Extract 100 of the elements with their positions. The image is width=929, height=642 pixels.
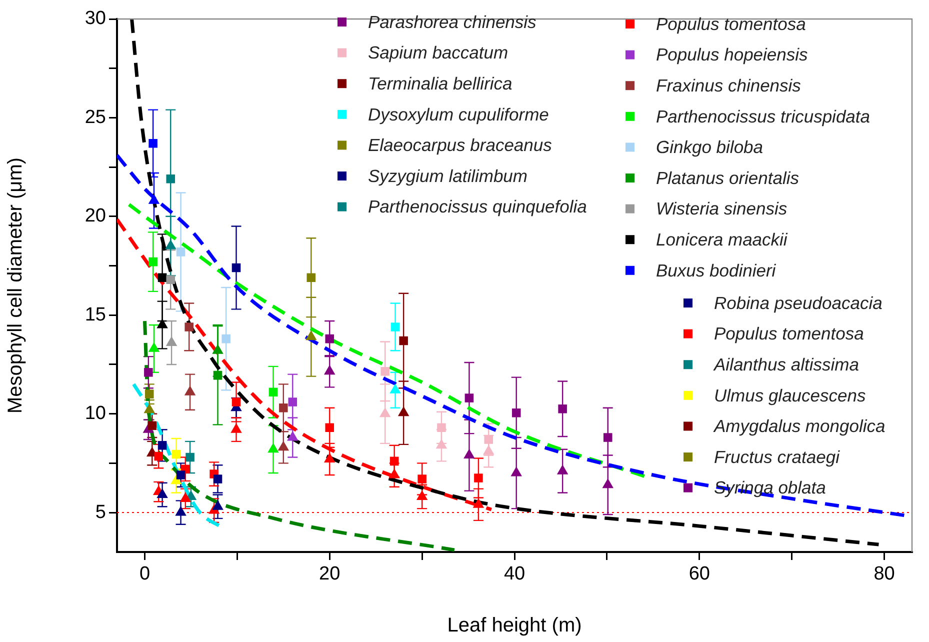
legend-label: Sapium baccatum <box>368 42 508 63</box>
point <box>184 322 194 332</box>
point <box>557 465 568 474</box>
legend-label: Buxus bodinieri <box>656 260 777 280</box>
legend-label: Ginkgo biloba <box>656 137 764 158</box>
point <box>213 474 222 484</box>
legend-label: Populus hopeiensis <box>656 44 808 65</box>
point <box>464 394 474 402</box>
point <box>157 318 168 328</box>
point <box>144 390 154 398</box>
point <box>436 439 447 449</box>
legend-label: Elaeocarpus braceanus <box>368 135 552 156</box>
point <box>484 435 494 444</box>
x-tick-label: 60 <box>688 564 710 585</box>
point <box>324 365 335 375</box>
point <box>148 138 158 148</box>
legend-label: Populus tomentosa <box>656 14 806 34</box>
point <box>213 370 222 380</box>
point <box>437 423 446 432</box>
point <box>268 388 278 396</box>
point <box>287 432 298 441</box>
point <box>306 273 316 282</box>
y-tick-label: 30 <box>84 8 106 30</box>
point <box>154 452 163 461</box>
point <box>180 492 191 502</box>
legend-label: Wisteria sinensis <box>656 198 788 219</box>
point <box>158 441 167 450</box>
point <box>325 423 334 432</box>
point <box>166 336 177 346</box>
point <box>603 433 612 442</box>
point <box>268 443 278 453</box>
point <box>390 456 399 466</box>
legend-label: Amygdalus mongolica <box>713 416 886 436</box>
y-tick-label: 25 <box>84 106 106 128</box>
point <box>511 467 522 476</box>
point <box>148 421 157 430</box>
point <box>148 194 160 204</box>
point <box>157 488 168 498</box>
legend-label: Parashorea chinensis <box>368 12 537 32</box>
point <box>144 404 155 414</box>
point <box>144 368 153 377</box>
point <box>212 500 224 510</box>
point <box>165 240 176 250</box>
point <box>380 408 390 418</box>
point <box>184 386 196 396</box>
point <box>148 342 160 352</box>
point <box>176 506 186 516</box>
point <box>279 404 288 412</box>
line-series <box>142 319 456 552</box>
point <box>558 404 567 414</box>
point <box>390 384 401 394</box>
y-tick-label: 20 <box>84 206 106 227</box>
point <box>166 275 176 284</box>
point <box>512 408 521 418</box>
point <box>172 450 181 459</box>
point <box>390 322 400 332</box>
point <box>166 174 176 184</box>
y-tick-label: 5 <box>95 502 106 523</box>
legend-label: Ulmus glaucescens <box>714 385 866 406</box>
legend-label: Robina pseudoacacia <box>714 292 883 313</box>
point <box>306 330 316 340</box>
x-tick-label: 0 <box>139 564 150 585</box>
point <box>416 490 428 500</box>
point <box>176 470 186 480</box>
point <box>232 398 241 406</box>
point <box>232 263 241 272</box>
point <box>288 398 298 406</box>
y-axis-title: Mesophyll cell diameter (μm) <box>4 157 27 414</box>
legend-label: Syringa oblata <box>714 478 826 498</box>
legend-label: Lonicera maackii <box>656 229 788 250</box>
x-tick-label: 20 <box>319 564 340 585</box>
point <box>399 336 408 346</box>
point <box>230 424 242 433</box>
point <box>148 257 158 266</box>
point <box>473 498 484 508</box>
point <box>602 478 614 488</box>
legend-label: Parthenocissus tricuspidata <box>656 106 870 126</box>
point <box>398 406 409 416</box>
legend-label: Parthenocissus quinquefolia <box>368 196 588 217</box>
point <box>325 334 334 344</box>
x-axis-title: Leaf height (m) <box>447 614 582 637</box>
legend-label: Populus tomentosa <box>714 324 864 344</box>
point <box>186 452 194 462</box>
point <box>389 469 400 478</box>
point <box>464 449 474 459</box>
point <box>324 453 335 462</box>
legend-label: Fraxinus chinensis <box>656 75 802 96</box>
legend-label: Terminalia bellirica <box>368 73 513 94</box>
legend-label: Dysoxylum cupuliforme <box>368 104 550 124</box>
point <box>176 248 186 256</box>
x-tick-label: 80 <box>874 564 895 585</box>
legend-label: Platanus orientalis <box>656 168 800 188</box>
point <box>212 344 224 354</box>
y-tick-label: 10 <box>84 403 106 424</box>
point <box>483 445 494 455</box>
point <box>222 334 230 344</box>
x-tick-label: 40 <box>504 564 526 585</box>
y-tick-label: 15 <box>84 304 106 326</box>
point <box>278 441 289 451</box>
point <box>474 474 483 482</box>
